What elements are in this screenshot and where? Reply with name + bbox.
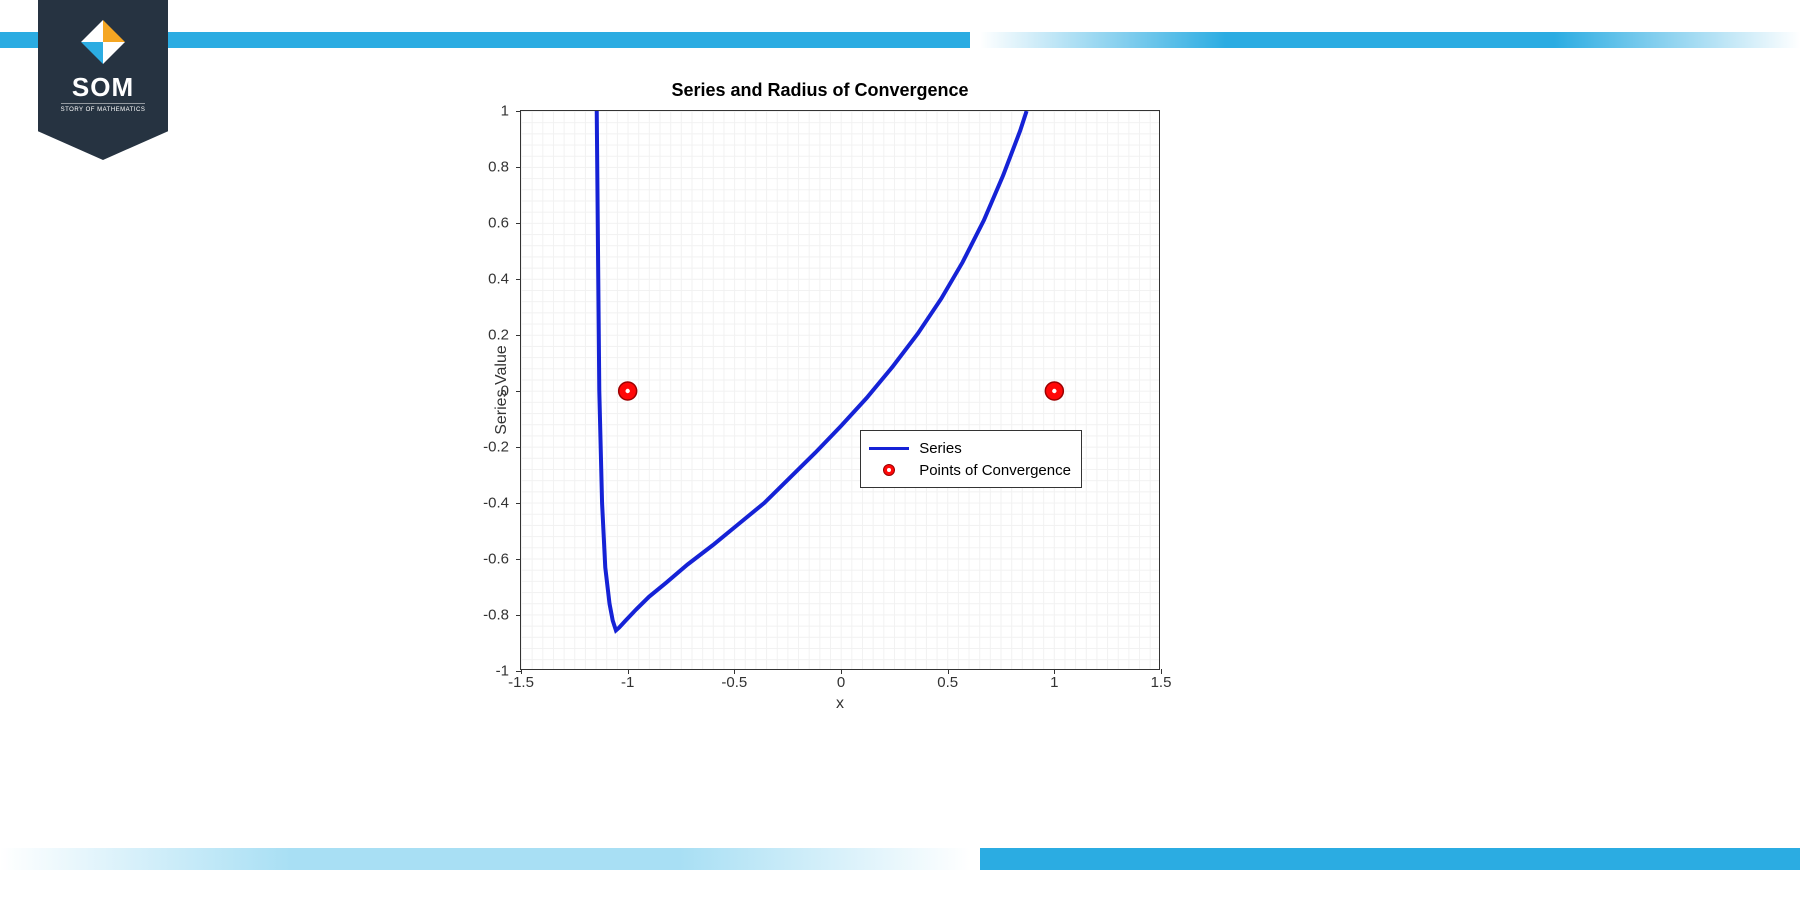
y-tick-mark [516,391,521,392]
y-tick-label: 1 [501,103,509,120]
y-tick-label: -0.4 [483,495,509,512]
legend-row-markers: Points of Convergence [869,459,1071,481]
y-tick-label: -1 [496,663,509,680]
logo-text: SOM STORY OF MATHEMATICS [61,74,146,113]
y-tick-mark [516,671,521,672]
chart-title: Series and Radius of Convergence [440,80,1200,101]
x-tick-mark [841,669,842,674]
y-tick-mark [516,615,521,616]
y-tick-label: 0.4 [488,271,509,288]
y-tick-label: 0.6 [488,215,509,232]
x-tick-label: 1 [1050,674,1058,691]
chart-container: Series and Radius of Convergence Series … [440,90,1200,750]
logo-mark-icon [81,20,125,64]
y-tick-label: 0 [501,383,509,400]
y-tick-label: -0.2 [483,439,509,456]
y-tick-mark [516,111,521,112]
y-tick-mark [516,447,521,448]
convergence-point-marker [619,382,637,400]
x-tick-label: -1.5 [508,674,534,691]
y-tick-label: -0.8 [483,607,509,624]
logo-main-text: SOM [61,74,146,100]
top-bar-right [980,32,1800,48]
convergence-point-marker [1045,382,1063,400]
series-line [597,111,1027,630]
top-accent-bar [0,32,1800,48]
x-tick-mark [521,669,522,674]
x-tick-mark [734,669,735,674]
logo-badge: SOM STORY OF MATHEMATICS [38,0,168,160]
legend-line-swatch [869,447,909,450]
bottom-accent-bar [0,848,1800,870]
legend-box: Series Points of Convergence [860,430,1082,488]
legend-series-label: Series [919,440,962,457]
y-tick-mark [516,279,521,280]
y-tick-mark [516,167,521,168]
y-tick-label: 0.2 [488,327,509,344]
y-tick-mark [516,503,521,504]
x-tick-label: -1 [621,674,634,691]
x-tick-mark [948,669,949,674]
x-tick-mark [1054,669,1055,674]
legend-row-series: Series [869,437,1071,459]
x-tick-label: 1.5 [1151,674,1172,691]
x-tick-label: 0 [837,674,845,691]
y-tick-mark [516,335,521,336]
plot-area: Series Value Series Points of Convergenc… [520,110,1160,670]
x-tick-mark [1161,669,1162,674]
x-tick-label: 0.5 [937,674,958,691]
logo-sub-text: STORY OF MATHEMATICS [61,103,146,113]
bottom-bar-left [0,848,970,870]
x-tick-label: -0.5 [721,674,747,691]
y-tick-mark [516,559,521,560]
y-tick-label: -0.6 [483,551,509,568]
x-axis-label: x [520,695,1160,800]
y-tick-mark [516,223,521,224]
y-tick-label: 0.8 [488,159,509,176]
legend-marker-swatch [869,464,909,476]
plot-svg [521,111,1161,671]
x-tick-mark [628,669,629,674]
legend-markers-label: Points of Convergence [919,462,1071,479]
bottom-bar-right [980,848,1800,870]
